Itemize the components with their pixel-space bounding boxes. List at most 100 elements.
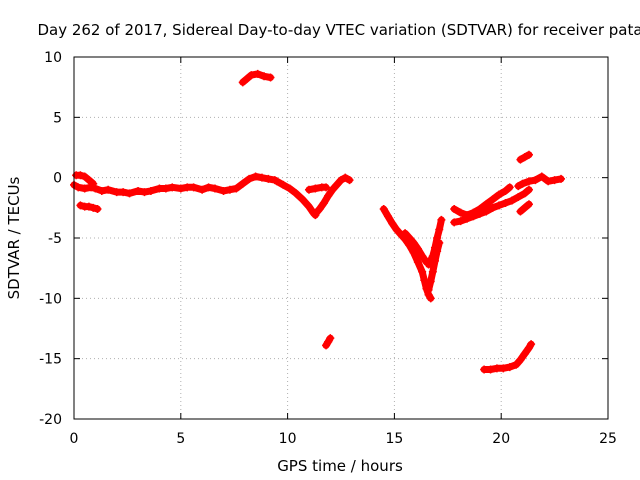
x-tick-label: 15 [385, 431, 403, 447]
series-early-upper [72, 171, 98, 188]
data-point [388, 219, 397, 228]
data-point [168, 183, 177, 192]
data-point [495, 201, 504, 210]
series-late-lower [516, 200, 533, 216]
data-point [74, 183, 83, 192]
data-point [198, 185, 207, 194]
data-point [428, 267, 437, 276]
data-point [345, 176, 354, 185]
data-point [544, 177, 553, 186]
data-point [315, 205, 324, 214]
x-tick-label: 10 [279, 431, 297, 447]
data-point [420, 276, 429, 285]
series-dip-side-arm [304, 183, 331, 194]
data-point [146, 186, 155, 195]
data-point [328, 185, 337, 194]
data-point [247, 71, 256, 80]
data-point [84, 202, 93, 211]
data-point [426, 277, 435, 286]
data-point [516, 155, 525, 164]
data-point [520, 203, 529, 212]
data-point [512, 360, 521, 369]
data-point [450, 218, 459, 227]
data-point [383, 212, 392, 221]
series-isolated-low [322, 334, 335, 350]
data-point [520, 153, 529, 162]
data-point [488, 195, 497, 204]
data-point [527, 340, 536, 349]
data-point [463, 211, 472, 220]
data-point [516, 355, 525, 364]
data-point [161, 184, 170, 193]
data-point [524, 200, 533, 209]
data-point [499, 364, 508, 373]
data-point [324, 191, 333, 200]
data-point [392, 225, 401, 234]
data-point [341, 173, 350, 182]
data-point [501, 199, 510, 208]
series-early-lower [76, 201, 102, 214]
data-point [322, 183, 331, 192]
data-point [238, 179, 247, 188]
data-point [219, 186, 228, 195]
data-point [253, 69, 262, 78]
data-point [251, 172, 260, 181]
data-point [326, 334, 335, 343]
data-point [266, 73, 275, 82]
y-tick-label: 0 [53, 171, 62, 187]
series-band [450, 183, 514, 219]
data-point [76, 201, 85, 210]
data-point [272, 177, 281, 186]
data-point [243, 74, 252, 83]
y-tick-label: 10 [44, 50, 62, 66]
data-point [401, 229, 410, 238]
data-point [304, 185, 313, 194]
data-point [518, 179, 527, 188]
data-point [104, 185, 113, 194]
x-tick-label: 5 [176, 431, 185, 447]
data-point [332, 180, 341, 189]
data-point [204, 183, 213, 192]
data-point [475, 205, 484, 214]
series-dip-recovery [311, 173, 354, 218]
data-point [433, 247, 442, 256]
data-point [311, 184, 320, 193]
data-point [524, 150, 533, 159]
data-point [84, 176, 93, 185]
data-point [537, 172, 546, 181]
x-tick-label: 25 [599, 431, 617, 447]
series-night-recovery-lower [424, 238, 444, 294]
data-point [456, 208, 465, 217]
x-axis-label: GPS time / hours [277, 457, 403, 475]
data-point [76, 171, 85, 180]
y-tick-label: -15 [39, 352, 62, 368]
data-point [520, 189, 529, 198]
data-point [176, 184, 185, 193]
data-point [93, 205, 102, 214]
data-point [501, 186, 510, 195]
grid-lines [74, 57, 608, 419]
data-point [507, 196, 516, 205]
data-point [524, 185, 533, 194]
series-dawn-climb-upper [450, 183, 514, 220]
plot-frame [73, 56, 609, 420]
data-point [80, 184, 89, 193]
data-point [210, 184, 219, 193]
data-point [285, 184, 294, 193]
y-tick-label: 5 [53, 110, 62, 126]
data-point [450, 205, 459, 214]
y-tick-label: -5 [48, 231, 62, 247]
data-point [379, 205, 388, 214]
data-point [426, 294, 435, 303]
y-axis-label: SDTVAR / TECUs [5, 176, 23, 299]
data-points [70, 69, 566, 374]
data-point [225, 185, 234, 194]
data-point [488, 203, 497, 212]
data-point [89, 179, 98, 188]
data-point [550, 176, 559, 185]
data-point [264, 174, 273, 183]
data-point [125, 189, 134, 198]
data-point [279, 180, 288, 189]
data-point [413, 244, 422, 253]
